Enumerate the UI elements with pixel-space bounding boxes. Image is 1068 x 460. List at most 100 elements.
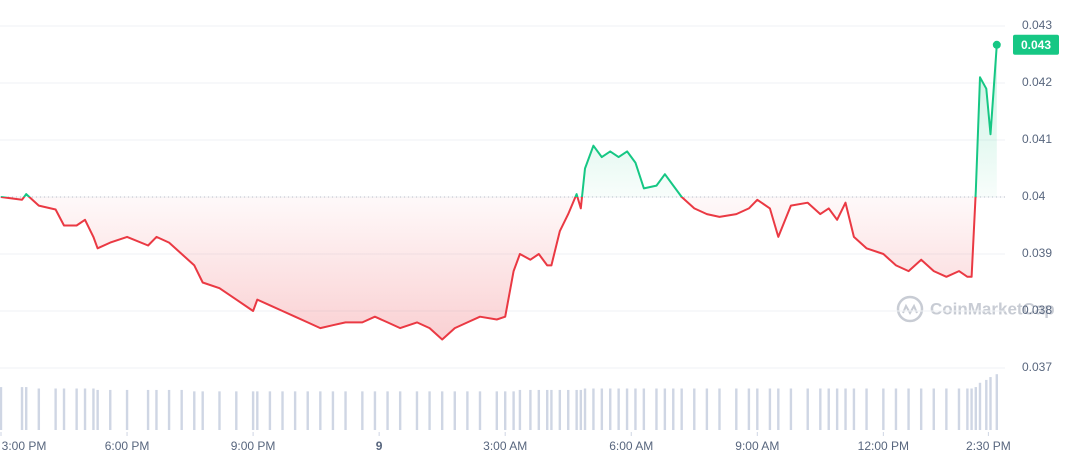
volume-bar (235, 391, 238, 430)
x-tick-label: 3:00 AM (483, 439, 527, 453)
volume-bar (268, 391, 272, 430)
volume-bar (54, 388, 57, 430)
volume-bar (985, 379, 988, 430)
volume-bar (558, 389, 562, 430)
volume-bar (373, 391, 377, 430)
volume-bar (83, 388, 87, 430)
volume-bar (180, 389, 183, 430)
volume-bar (537, 389, 541, 430)
y-tick-label: 0.042 (1022, 75, 1052, 89)
volume-bar (92, 388, 95, 430)
price-badge-label: 0.043 (1021, 38, 1051, 52)
volume-bar (256, 391, 259, 430)
volume-bar (747, 388, 751, 430)
x-tick-label: 9 (376, 439, 383, 453)
x-tick-label: 9:00 PM (231, 439, 276, 453)
volume-bar (609, 388, 612, 430)
volume-bar (789, 388, 793, 430)
volume-bar (398, 391, 402, 430)
volume-bar (957, 388, 961, 430)
volume-bar (663, 388, 667, 430)
volume-bar (844, 388, 847, 430)
volume-bar (579, 389, 583, 430)
volume-bar (718, 388, 721, 430)
volume-bar (835, 388, 839, 430)
volume-bar (201, 391, 204, 430)
volume-bar (20, 387, 24, 430)
volume-bar (193, 391, 196, 430)
y-tick-label: 0.043 (1022, 18, 1052, 32)
volume-bar (575, 389, 578, 430)
volume-bar (995, 374, 998, 430)
volume-bar (642, 388, 646, 430)
volume-bar (974, 387, 977, 430)
volume-bar (512, 391, 515, 430)
volume-bar (894, 388, 898, 430)
volume-bar (293, 391, 297, 430)
volume-bar (546, 389, 549, 430)
volume-bar (550, 389, 553, 430)
volume-bar (428, 391, 431, 430)
price-area (1, 44, 997, 340)
x-tick-label: 9:00 AM (735, 439, 779, 453)
volume-bar (819, 388, 822, 430)
volume-bar (932, 388, 935, 430)
volume-bar (600, 388, 604, 430)
volume-bar (693, 388, 696, 430)
volume-bar (453, 391, 456, 430)
y-tick-label: 0.038 (1022, 303, 1052, 317)
volume-bar (583, 388, 587, 430)
volume-bar (518, 389, 522, 430)
volume-bar (989, 377, 992, 430)
volume-bar (907, 388, 910, 430)
volume-bar (945, 388, 948, 430)
volume-bar (37, 388, 41, 430)
volume-bar (634, 388, 637, 430)
volume-bar (852, 388, 856, 430)
volume-bar (567, 389, 570, 430)
volume-bar (386, 391, 389, 430)
price-badge (1013, 34, 1059, 55)
volume-bar (306, 391, 309, 430)
volume-bar (331, 391, 335, 430)
volume-bar (155, 389, 158, 430)
volume-bar (680, 388, 683, 430)
volume-bar (919, 388, 923, 430)
watermark: CoinMarketCap (896, 295, 1055, 323)
volume-bar (655, 388, 658, 430)
volume-bar (251, 391, 255, 430)
volume-bar (495, 391, 498, 430)
volume-bar (617, 388, 620, 430)
volume-bar (970, 388, 973, 430)
x-tick-label: 3:00 PM (2, 439, 47, 453)
volume-bar (109, 389, 112, 430)
x-tick-label: 6:00 AM (609, 439, 653, 453)
y-tick-label: 0.041 (1022, 132, 1052, 146)
x-tick-label: 12:00 PM (858, 439, 909, 453)
volume-bar (167, 389, 171, 430)
volume-bar (96, 389, 99, 430)
volume-bar (756, 388, 759, 430)
price-line (0, 44, 998, 341)
volume-bar (62, 388, 66, 430)
volume-bar (344, 391, 347, 430)
watermark-text: CoinMarketCap (930, 299, 1055, 318)
volume-bar (827, 388, 830, 430)
volume-bar (504, 391, 507, 430)
volume-bar (478, 391, 482, 430)
x-tick-label: 2:30 PM (966, 439, 1011, 453)
volume-bar (865, 388, 868, 430)
volume-bar (966, 388, 969, 430)
volume-bar (415, 391, 419, 430)
volume-bar (361, 391, 364, 430)
volume-bar (146, 389, 150, 430)
volume-bar (466, 391, 469, 430)
volume-bar (625, 388, 629, 430)
volume-bar (440, 391, 444, 430)
volume-bar (735, 388, 738, 430)
volume-bar (0, 387, 3, 430)
volume-bar (705, 388, 709, 430)
x-tick-label: 6:00 PM (105, 439, 150, 453)
volume-bar (768, 388, 772, 430)
